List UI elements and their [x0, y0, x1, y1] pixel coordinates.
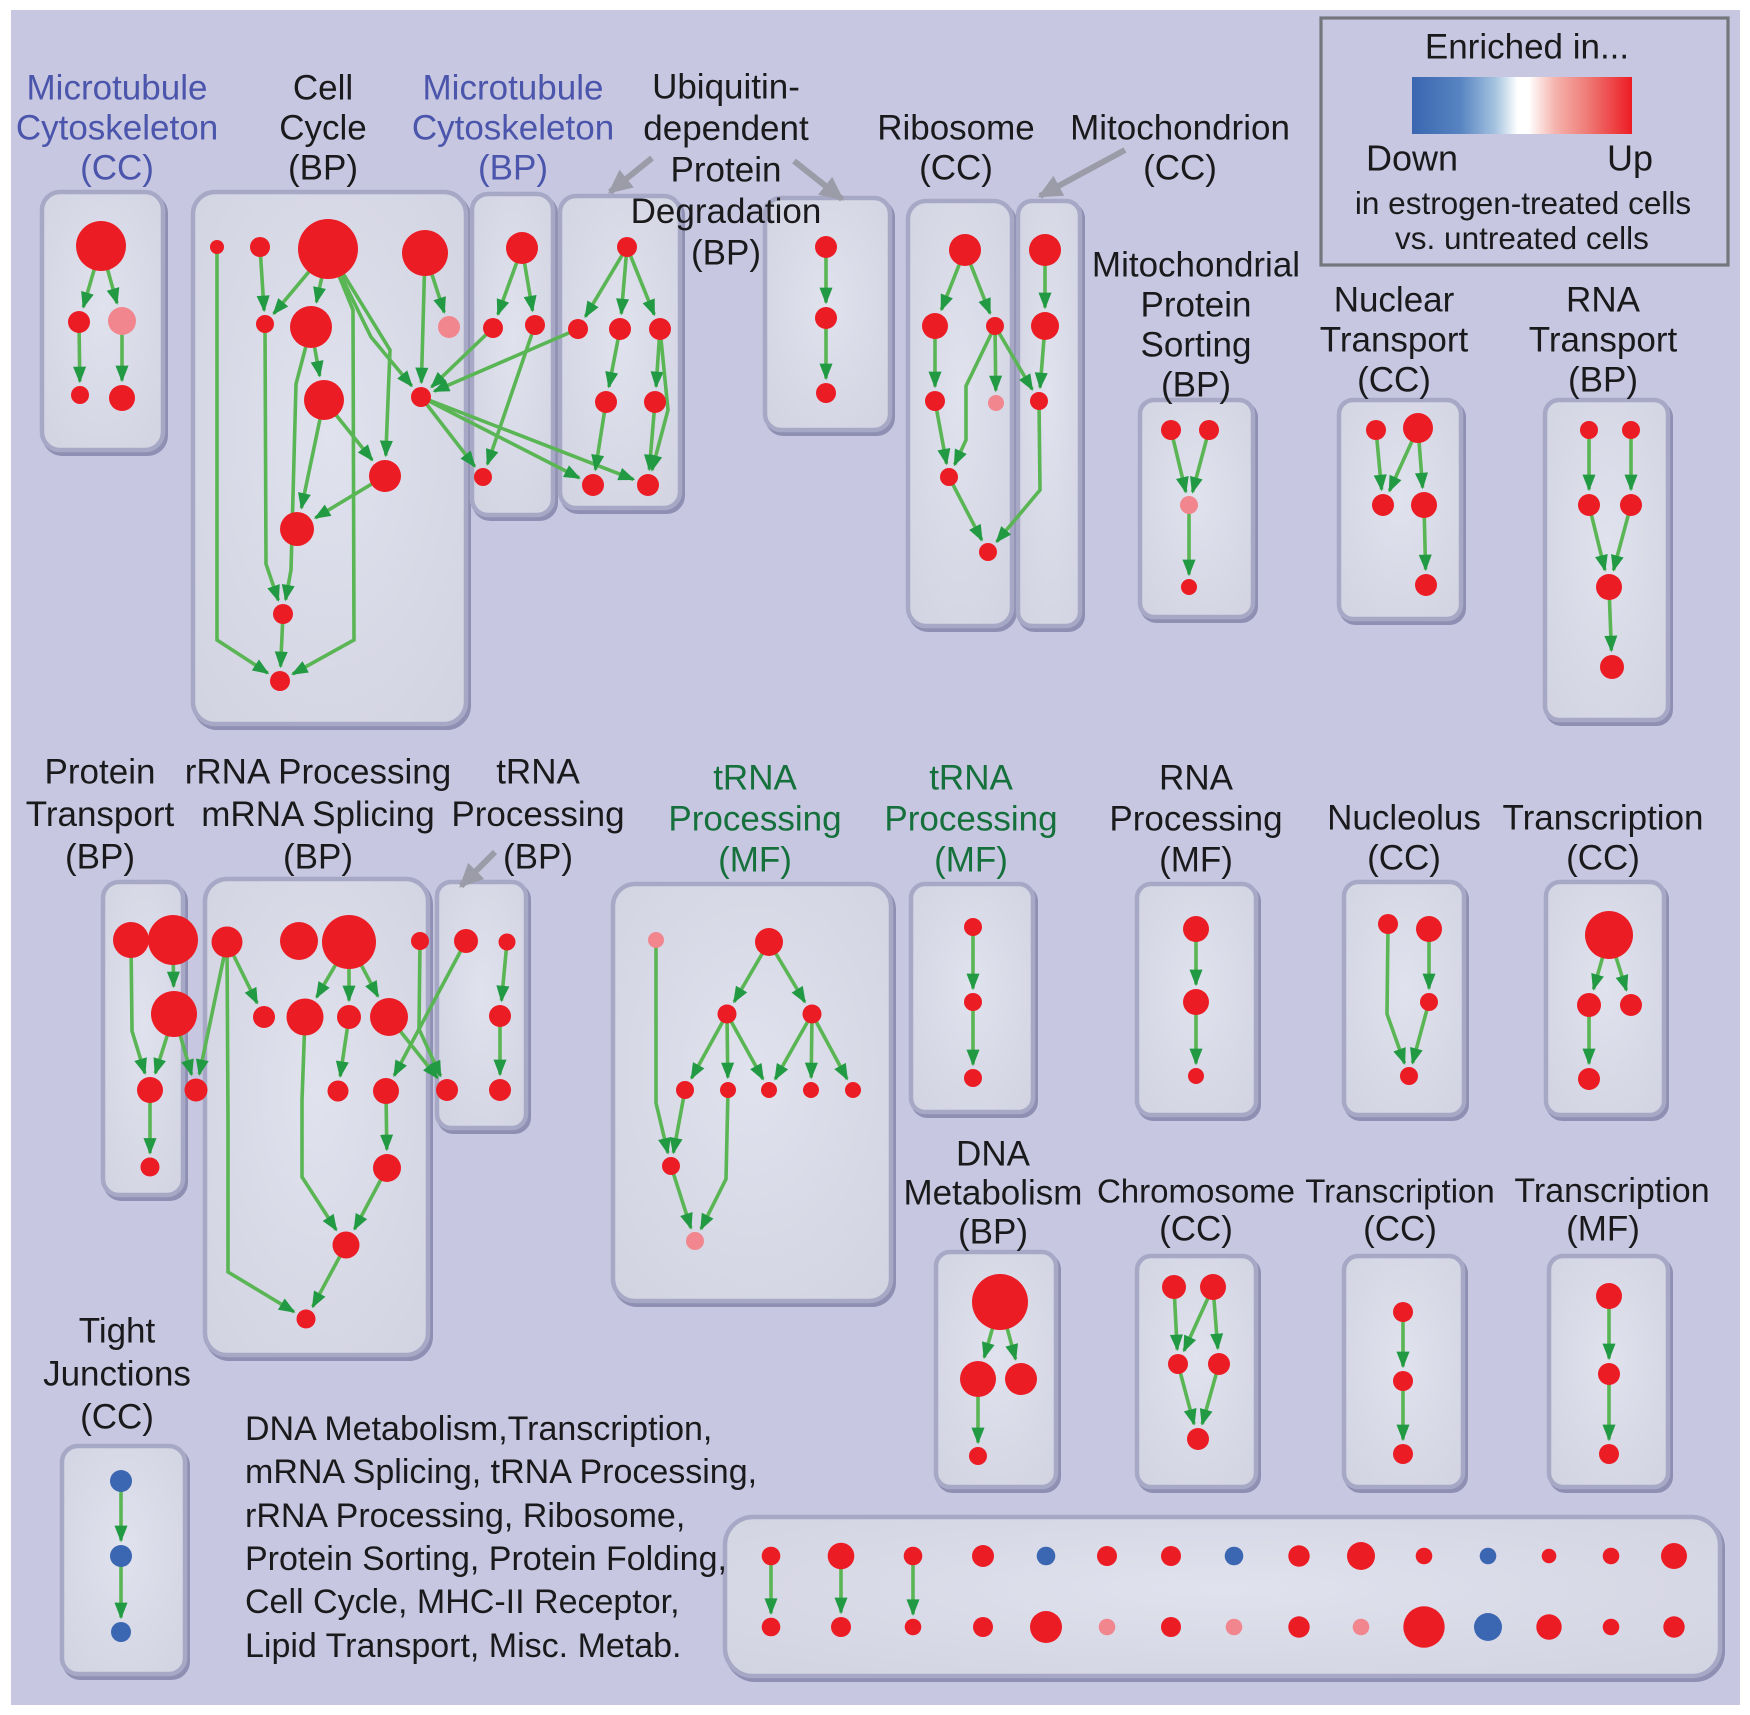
svg-text:Cell Cycle, MHC-II Receptor,: Cell Cycle, MHC-II Receptor,	[245, 1583, 680, 1621]
svg-text:Processing: Processing	[1109, 800, 1282, 839]
svg-text:tRNA: tRNA	[713, 759, 797, 798]
svg-text:RNA: RNA	[1159, 759, 1234, 798]
svg-text:mRNA Splicing, tRNA Processing: mRNA Splicing, tRNA Processing,	[245, 1453, 757, 1491]
svg-text:dependent: dependent	[643, 109, 809, 148]
svg-text:Mitochondrial: Mitochondrial	[1092, 246, 1300, 285]
svg-text:Protein: Protein	[1141, 286, 1252, 325]
svg-text:Cytoskeleton: Cytoskeleton	[16, 109, 218, 148]
svg-text:Sorting: Sorting	[1141, 326, 1252, 365]
svg-text:(MF): (MF)	[934, 841, 1008, 880]
svg-text:Transport: Transport	[1529, 321, 1678, 360]
svg-text:Protein Sorting, Protein Foldi: Protein Sorting, Protein Folding,	[245, 1540, 727, 1578]
svg-text:(BP): (BP)	[288, 149, 358, 188]
svg-text:(BP): (BP)	[283, 838, 353, 877]
svg-text:DNA Metabolism,Transcription,: DNA Metabolism,Transcription,	[245, 1410, 712, 1448]
svg-text:Cell: Cell	[293, 69, 353, 108]
svg-text:Transcription: Transcription	[1503, 799, 1704, 838]
svg-text:rRNA Processing, Ribosome,: rRNA Processing, Ribosome,	[245, 1497, 685, 1535]
svg-text:Nucleolus: Nucleolus	[1327, 799, 1481, 838]
svg-text:Transport: Transport	[26, 795, 175, 834]
svg-text:Processing: Processing	[884, 800, 1057, 839]
svg-text:(CC): (CC)	[1363, 1210, 1437, 1249]
svg-text:(BP): (BP)	[65, 838, 135, 877]
svg-text:rRNA Processing: rRNA Processing	[185, 753, 451, 792]
svg-text:(BP): (BP)	[1161, 366, 1231, 405]
svg-text:Microtubule: Microtubule	[27, 69, 208, 108]
svg-text:vs. untreated cells: vs. untreated cells	[1395, 220, 1649, 256]
svg-text:Cycle: Cycle	[279, 109, 367, 148]
svg-text:Ubiquitin-: Ubiquitin-	[652, 68, 800, 107]
svg-text:Microtubule: Microtubule	[423, 69, 604, 108]
svg-text:DNA: DNA	[956, 1135, 1031, 1174]
svg-text:(CC): (CC)	[1367, 839, 1441, 878]
svg-text:Junctions: Junctions	[43, 1355, 191, 1394]
svg-text:(MF): (MF)	[1566, 1210, 1640, 1249]
svg-text:(BP): (BP)	[1568, 361, 1638, 400]
svg-text:Processing: Processing	[451, 795, 624, 834]
svg-text:Up: Up	[1607, 138, 1653, 179]
svg-text:Protein: Protein	[45, 753, 156, 792]
svg-text:Transcription: Transcription	[1305, 1173, 1495, 1210]
svg-text:Chromosome: Chromosome	[1097, 1173, 1295, 1210]
svg-text:Tight: Tight	[79, 1312, 156, 1351]
svg-text:Down: Down	[1366, 138, 1458, 179]
svg-text:RNA: RNA	[1566, 281, 1641, 320]
svg-text:(BP): (BP)	[958, 1213, 1028, 1252]
svg-text:tRNA: tRNA	[496, 753, 580, 792]
svg-text:in estrogen-treated cells: in estrogen-treated cells	[1355, 185, 1691, 221]
svg-text:(CC): (CC)	[1159, 1210, 1233, 1249]
svg-text:Degradation: Degradation	[631, 192, 822, 231]
svg-text:Transport: Transport	[1320, 321, 1469, 360]
svg-text:Nuclear: Nuclear	[1334, 281, 1455, 320]
svg-text:mRNA Splicing: mRNA Splicing	[201, 795, 434, 834]
svg-text:(CC): (CC)	[1143, 149, 1217, 188]
svg-text:(CC): (CC)	[80, 149, 154, 188]
svg-text:Cytoskeleton: Cytoskeleton	[412, 109, 614, 148]
svg-text:(BP): (BP)	[503, 838, 573, 877]
svg-text:Lipid Transport, Misc. Metab.: Lipid Transport, Misc. Metab.	[245, 1627, 682, 1665]
svg-text:(CC): (CC)	[80, 1398, 154, 1437]
svg-text:Mitochondrion: Mitochondrion	[1070, 109, 1290, 148]
svg-text:(CC): (CC)	[1357, 361, 1431, 400]
svg-text:(BP): (BP)	[691, 234, 761, 273]
svg-text:(BP): (BP)	[478, 149, 548, 188]
svg-text:Ribosome: Ribosome	[877, 109, 1035, 148]
svg-text:tRNA: tRNA	[929, 759, 1013, 798]
svg-text:(CC): (CC)	[1566, 839, 1640, 878]
svg-text:Protein: Protein	[671, 151, 782, 190]
svg-text:Enriched in...: Enriched in...	[1425, 28, 1629, 67]
svg-text:Transcription: Transcription	[1514, 1172, 1709, 1210]
svg-text:(MF): (MF)	[1159, 841, 1233, 880]
svg-text:Metabolism: Metabolism	[904, 1174, 1083, 1213]
svg-text:(MF): (MF)	[718, 841, 792, 880]
svg-text:(CC): (CC)	[919, 149, 993, 188]
svg-text:Processing: Processing	[668, 800, 841, 839]
